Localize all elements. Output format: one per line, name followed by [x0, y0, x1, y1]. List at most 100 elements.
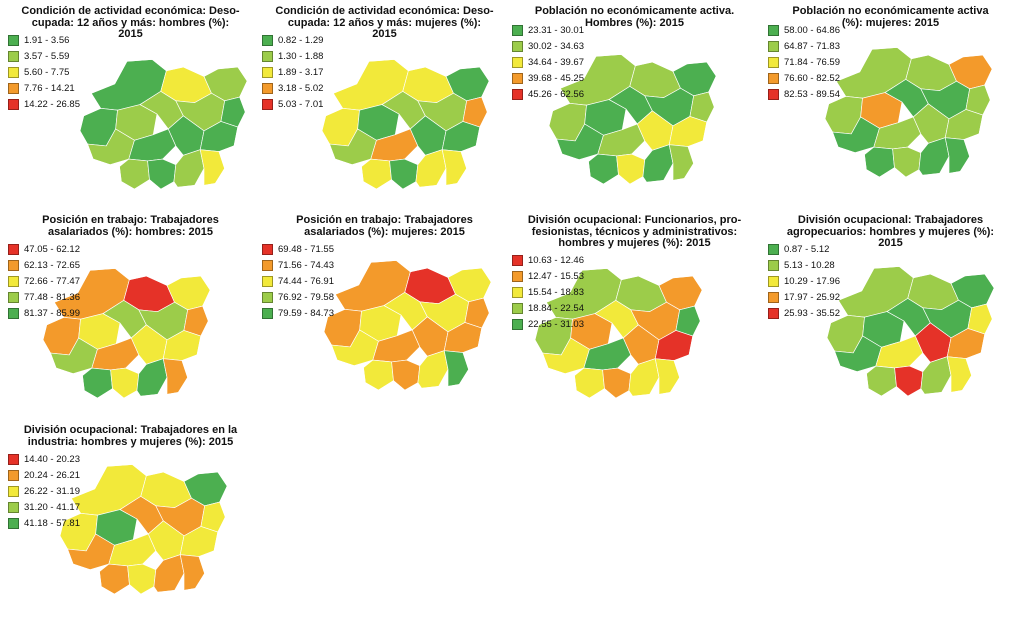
legend-item: 7.76 - 14.21 — [8, 80, 80, 96]
municipality-region — [654, 358, 681, 395]
municipality-region — [616, 153, 646, 185]
legend-item: 64.87 - 71.83 — [768, 38, 840, 54]
legend-swatch — [8, 291, 19, 303]
legend-swatch — [512, 286, 523, 298]
legend-swatch — [768, 56, 779, 68]
legend-label: 1.30 - 1.88 — [278, 50, 324, 62]
municipality-region — [119, 158, 150, 190]
map-panel: Población no económicamente activa. Homb… — [512, 5, 757, 211]
municipality-region — [82, 367, 113, 399]
legend-label: 47.05 - 62.12 — [24, 243, 80, 255]
municipality-region — [588, 153, 619, 185]
legend-item: 17.97 - 25.92 — [768, 289, 840, 305]
municipality-region — [153, 554, 185, 593]
legend-item: 18.84 - 22.54 — [512, 300, 584, 316]
legend-label: 79.59 - 84.73 — [278, 307, 334, 319]
legend-label: 3.57 - 5.59 — [24, 50, 70, 62]
legend-item: 58.00 - 64.86 — [768, 22, 840, 38]
legend-swatch — [262, 243, 273, 255]
legend-swatch — [8, 275, 19, 287]
legend-item: 3.57 - 5.59 — [8, 48, 80, 64]
map-panel: División ocupacional: Trabajadores agrop… — [768, 214, 1013, 420]
state-outline — [323, 260, 492, 391]
legend-item: 39.68 - 45.25 — [512, 70, 584, 86]
legend-swatch — [262, 34, 273, 46]
legend-label: 10.29 - 17.96 — [784, 275, 840, 287]
legend-swatch — [512, 270, 523, 282]
municipality-region — [136, 358, 168, 397]
legend-label: 14.22 - 26.85 — [24, 98, 80, 110]
legend-item: 71.84 - 76.59 — [768, 54, 840, 70]
legend-swatch — [768, 275, 779, 287]
municipality-region — [864, 146, 895, 178]
legend-label: 45.26 - 62.56 — [528, 88, 584, 100]
legend-swatch — [8, 82, 19, 94]
legend-swatch — [768, 259, 779, 271]
map-panel: Condición de actividad económica: Deso- … — [262, 5, 507, 211]
legend-label: 74.44 - 76.91 — [278, 275, 334, 287]
legend-label: 76.92 - 79.58 — [278, 291, 334, 303]
map-title: Condición de actividad económica: Deso- … — [275, 5, 494, 40]
legend-label: 31.20 - 41.17 — [24, 501, 80, 513]
municipality-region — [642, 144, 674, 183]
legend-swatch — [768, 24, 779, 36]
legend-item: 34.64 - 39.67 — [512, 54, 584, 70]
legend-item: 0.87 - 5.12 — [768, 241, 840, 257]
legend-item: 76.60 - 82.52 — [768, 70, 840, 86]
municipality-region — [361, 158, 392, 190]
legend-item: 79.59 - 84.73 — [262, 305, 334, 321]
legend-label: 30.02 - 34.63 — [528, 40, 584, 52]
legend-label: 72.66 - 77.47 — [24, 275, 80, 287]
legend-label: 1.89 - 3.17 — [278, 66, 324, 78]
legend-swatch — [262, 50, 273, 62]
legend-swatch — [512, 318, 523, 330]
legend-item: 76.92 - 79.58 — [262, 289, 334, 305]
state-choropleth-map — [42, 268, 211, 399]
state-choropleth-map — [79, 59, 248, 190]
state-choropleth-map — [534, 268, 703, 399]
legend-label: 81.37 - 85.99 — [24, 307, 80, 319]
map-title: Población no económicamente activa. Homb… — [534, 5, 735, 29]
legend-swatch — [8, 501, 19, 513]
state-outline — [59, 464, 228, 595]
legend-item: 45.26 - 62.56 — [512, 86, 584, 102]
legend-label: 5.13 - 10.28 — [784, 259, 835, 271]
state-outline — [79, 59, 248, 190]
legend-item: 31.20 - 41.17 — [8, 499, 80, 515]
legend-label: 5.03 - 7.01 — [278, 98, 324, 110]
municipality-region — [920, 356, 952, 395]
legend-label: 58.00 - 64.86 — [784, 24, 840, 36]
legend-swatch — [262, 291, 273, 303]
municipality-region — [99, 563, 130, 595]
legend-swatch — [768, 291, 779, 303]
legend-label: 22.55 - 31.03 — [528, 318, 584, 330]
legend-label: 77.48 - 81.36 — [24, 291, 80, 303]
legend-item: 74.44 - 76.91 — [262, 273, 334, 289]
legend-label: 23.31 - 30.01 — [528, 24, 584, 36]
legend-swatch — [8, 50, 19, 62]
municipality-region — [866, 365, 897, 397]
map-legend: 47.05 - 62.12 62.13 - 72.65 72.66 - 77.47 7… — [8, 241, 80, 321]
state-outline — [321, 59, 490, 190]
legend-label: 1.91 - 3.56 — [24, 34, 70, 46]
legend-label: 14.40 - 20.23 — [24, 453, 80, 465]
municipality-region — [415, 149, 447, 188]
legend-item: 1.91 - 3.56 — [8, 32, 80, 48]
legend-swatch — [768, 40, 779, 52]
legend-swatch — [768, 243, 779, 255]
state-choropleth-map — [826, 266, 995, 397]
legend-swatch — [768, 72, 779, 84]
legend-swatch — [768, 307, 779, 319]
map-title: Población no económicamente activa (%): … — [792, 5, 989, 29]
municipality-region — [179, 554, 206, 591]
legend-item: 69.48 - 71.55 — [262, 241, 334, 257]
state-choropleth-map — [323, 260, 492, 391]
legend-swatch — [512, 88, 523, 100]
map-legend: 23.31 - 30.01 30.02 - 34.63 34.64 - 39.67 3… — [512, 22, 584, 102]
legend-swatch — [512, 302, 523, 314]
legend-swatch — [262, 66, 273, 78]
legend-swatch — [512, 40, 523, 52]
legend-swatch — [768, 88, 779, 100]
municipality-region — [946, 356, 973, 393]
legend-item: 12.47 - 15.53 — [512, 268, 584, 284]
